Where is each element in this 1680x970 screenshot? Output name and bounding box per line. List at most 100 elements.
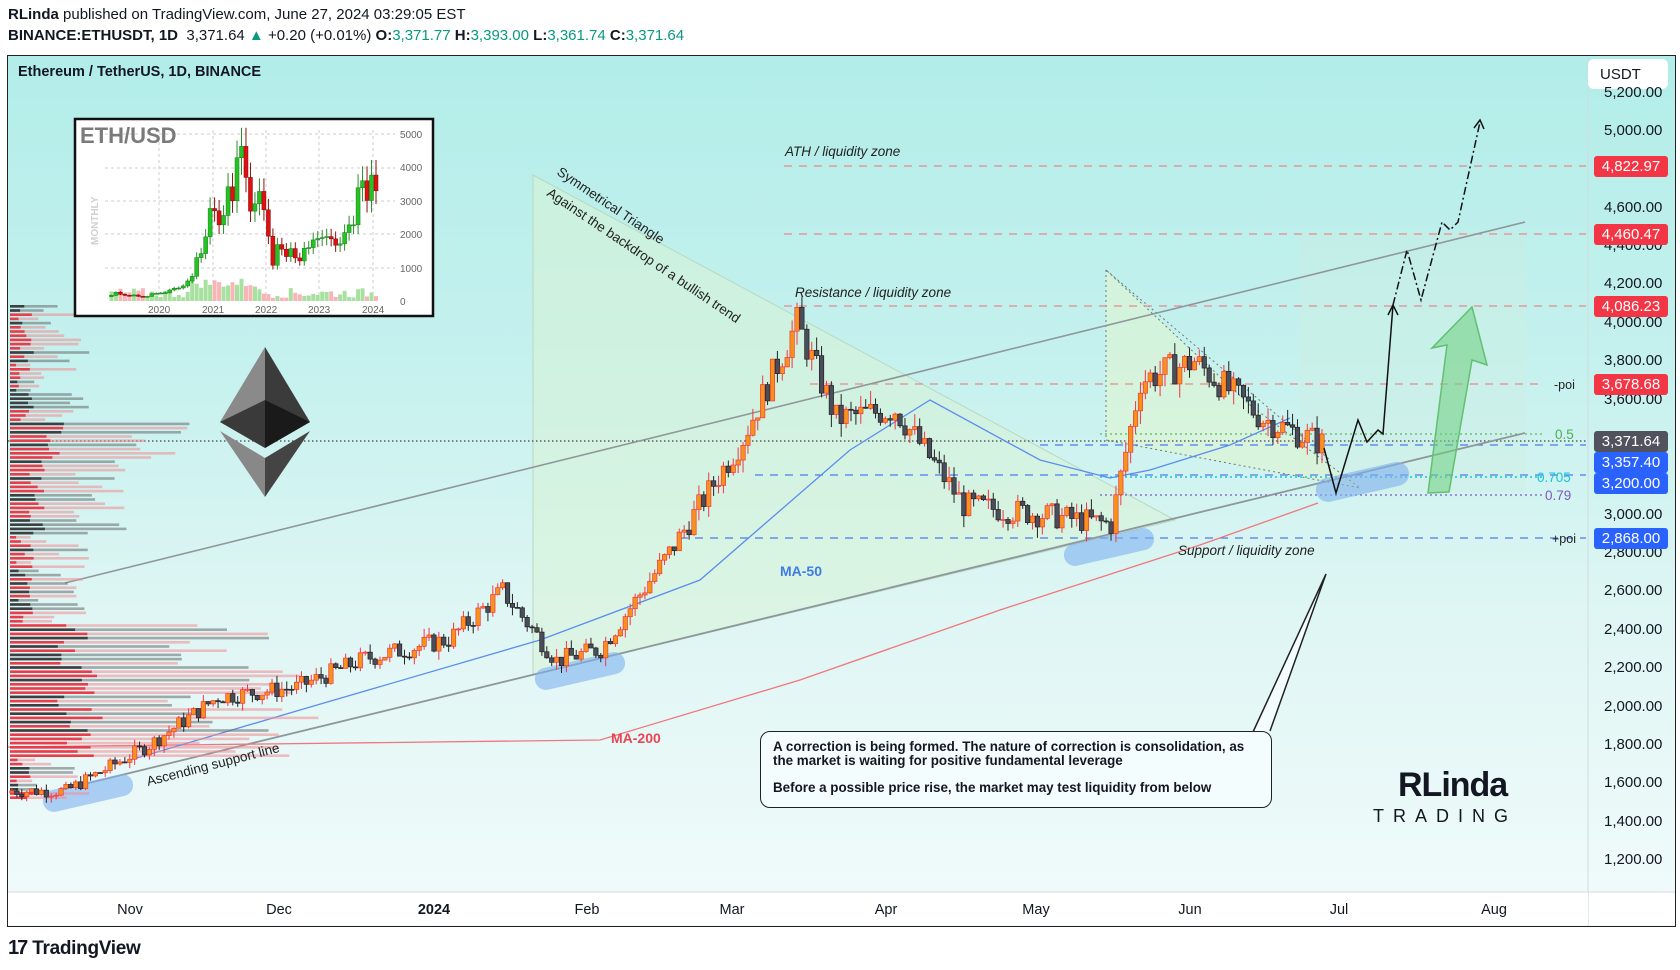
chart-title: Ethereum / TetherUS, 1D, BINANCE bbox=[18, 64, 262, 80]
time-tick: Apr bbox=[875, 902, 898, 918]
resistance-zone-label: Resistance / liquidity zone bbox=[795, 285, 951, 300]
inset-title: ETH/USD bbox=[80, 123, 177, 148]
price-label-red: 4,460.47 bbox=[1594, 224, 1668, 245]
time-tick: 2024 bbox=[418, 902, 450, 918]
price-tick: 3,000.00 bbox=[1604, 505, 1663, 523]
price-tick: 1,600.00 bbox=[1604, 774, 1663, 792]
last-price: 3,371.64 bbox=[186, 27, 245, 44]
time-tick: Dec bbox=[266, 902, 292, 918]
callout-line-2: Before a possible price rise, the market… bbox=[773, 780, 1212, 795]
inset-ytick: 1000 bbox=[400, 264, 423, 275]
price-label-red: 4,086.23 bbox=[1594, 296, 1668, 317]
high-value: 3,393.00 bbox=[470, 27, 529, 44]
price-label-blue: 2,868.00 bbox=[1594, 528, 1668, 549]
tradingview-text: TradingView bbox=[32, 937, 141, 959]
inset-xtick: 2021 bbox=[202, 305, 225, 316]
poi-plus-label: +poi bbox=[1552, 532, 1576, 546]
time-tick: May bbox=[1022, 902, 1050, 918]
inset-ytick: 5000 bbox=[400, 130, 423, 141]
up-triangle-icon: ▲ bbox=[248, 27, 264, 44]
fib-079-label: 0.79 bbox=[1545, 488, 1571, 503]
inset-xtick: 2022 bbox=[255, 305, 278, 316]
author-name[interactable]: RLinda bbox=[8, 6, 59, 23]
price-tick: 4,000.00 bbox=[1604, 313, 1663, 331]
watermark-big: RLinda bbox=[1398, 766, 1508, 804]
close-label: C: bbox=[609, 27, 626, 44]
falling-wedge-shape bbox=[1105, 268, 1361, 489]
publish-info: RLinda published on TradingView.com, Jun… bbox=[8, 6, 466, 23]
callout-pointer bbox=[1252, 573, 1327, 733]
price-tick: 3,800.00 bbox=[1604, 352, 1663, 370]
fib-0705-label: 0.705 bbox=[1537, 470, 1571, 485]
projected-path-dashed bbox=[1392, 121, 1481, 306]
time-tick: Jun bbox=[1178, 902, 1201, 918]
support-zone-label: Support / liquidity zone bbox=[1178, 543, 1315, 558]
price-label-red: 3,678.68 bbox=[1594, 374, 1668, 395]
inset-monthly-label: MONTHLY bbox=[90, 196, 101, 245]
price-tick: 2,200.00 bbox=[1604, 659, 1663, 677]
inset-xtick: 2023 bbox=[308, 305, 331, 316]
channel-upper-line bbox=[64, 221, 1526, 584]
poi-minus-label: -poi bbox=[1554, 378, 1575, 392]
price-tick: 5,000.00 bbox=[1604, 122, 1663, 139]
ma200-label: MA-200 bbox=[611, 730, 661, 746]
ma50-label: MA-50 bbox=[780, 563, 822, 579]
fib-05-label: 0.5 bbox=[1555, 427, 1574, 442]
time-tick: Nov bbox=[117, 902, 144, 918]
ma50-line bbox=[129, 399, 1291, 761]
tradingview-logo-icon: 17 bbox=[8, 937, 28, 959]
symbol-info: BINANCE:ETHUSDT, 1D 3,371.64 ▲ +0.20 (+0… bbox=[8, 27, 684, 44]
low-label: L: bbox=[533, 27, 548, 44]
inset-ytick: 0 bbox=[400, 297, 406, 308]
inset-ytick: 2000 bbox=[400, 230, 423, 241]
ma200-line bbox=[7, 502, 1319, 748]
price-change: +0.20 (+0.01%) bbox=[267, 27, 372, 44]
price-label-blue: 3,200.00 bbox=[1594, 473, 1668, 494]
wedge-upper-line bbox=[1105, 269, 1331, 461]
price-tick: 5,200.00 bbox=[1604, 83, 1663, 101]
price-tick: 4,600.00 bbox=[1604, 198, 1663, 216]
price-tick: 2,400.00 bbox=[1604, 620, 1663, 638]
close-value: 3,371.64 bbox=[625, 27, 685, 44]
open-value: 3,371.77 bbox=[392, 27, 451, 44]
watermark-small: TRADING bbox=[1373, 806, 1517, 826]
price-tick: 1,800.00 bbox=[1604, 735, 1663, 753]
analysis-callout: A correction is being formed. The nature… bbox=[760, 731, 1272, 808]
symbol: BINANCE:ETHUSDT, 1D bbox=[8, 27, 179, 44]
price-label-blue: 3,357.40 bbox=[1594, 452, 1668, 473]
ethereum-logo-icon bbox=[220, 347, 310, 497]
time-tick: Mar bbox=[720, 902, 745, 918]
candlesticks bbox=[9, 296, 1325, 803]
axis-corner bbox=[1589, 893, 1675, 925]
ath-zone-label: ATH / liquidity zone bbox=[784, 144, 900, 159]
time-tick: Jul bbox=[1330, 902, 1349, 918]
inset-xtick: 2024 bbox=[362, 305, 385, 316]
time-tick: Aug bbox=[1481, 902, 1507, 918]
price-tick: 1,400.00 bbox=[1604, 812, 1663, 830]
inset-chart bbox=[73, 117, 435, 318]
price-tick: 1,200.00 bbox=[1604, 851, 1663, 869]
currency-button[interactable]: USDT bbox=[1588, 59, 1668, 89]
open-label: O: bbox=[375, 27, 393, 44]
publish-text: published on TradingView.com, June 27, 2… bbox=[63, 6, 466, 23]
volume-profile bbox=[10, 305, 319, 799]
tradingview-brand[interactable]: 17 TradingView bbox=[8, 937, 141, 960]
high-label: H: bbox=[454, 27, 471, 44]
price-label-red: 4,822.97 bbox=[1594, 156, 1668, 177]
time-tick: Feb bbox=[575, 902, 600, 918]
price-tick: 2,600.00 bbox=[1604, 582, 1663, 600]
callout-line-1: A correction is being formed. The nature… bbox=[773, 739, 1245, 768]
low-value: 3,361.74 bbox=[547, 27, 606, 44]
time-axis[interactable] bbox=[8, 893, 1588, 925]
rlinda-watermark: RLinda TRADING bbox=[1368, 766, 1518, 828]
price-tick: 2,000.00 bbox=[1604, 697, 1663, 715]
inset-ytick: 3000 bbox=[400, 197, 423, 208]
symmetrical-triangle-shape bbox=[532, 174, 1177, 676]
target-zone-rect bbox=[1300, 232, 1526, 492]
arrow-head-icon bbox=[1473, 118, 1485, 130]
ascending-support-line bbox=[59, 432, 1526, 791]
price-tick: 4,200.00 bbox=[1604, 275, 1663, 293]
price-label-last: 3,371.64 bbox=[1594, 431, 1668, 452]
projected-path bbox=[1323, 304, 1394, 496]
